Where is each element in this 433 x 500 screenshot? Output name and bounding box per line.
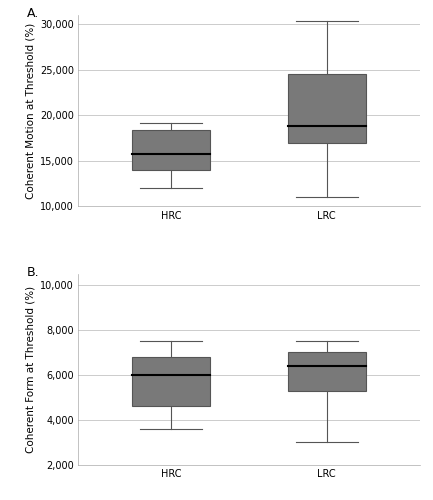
Bar (288, 352, 365, 391)
Y-axis label: Coherent Motion at Threshold (%): Coherent Motion at Threshold (%) (26, 22, 36, 199)
Text: B.: B. (27, 266, 39, 279)
Bar (288, 74, 365, 142)
Y-axis label: Coherent Form at Threshold (%): Coherent Form at Threshold (%) (26, 286, 36, 453)
Bar (132, 130, 210, 170)
Bar (132, 357, 210, 406)
Text: A.: A. (27, 8, 39, 20)
